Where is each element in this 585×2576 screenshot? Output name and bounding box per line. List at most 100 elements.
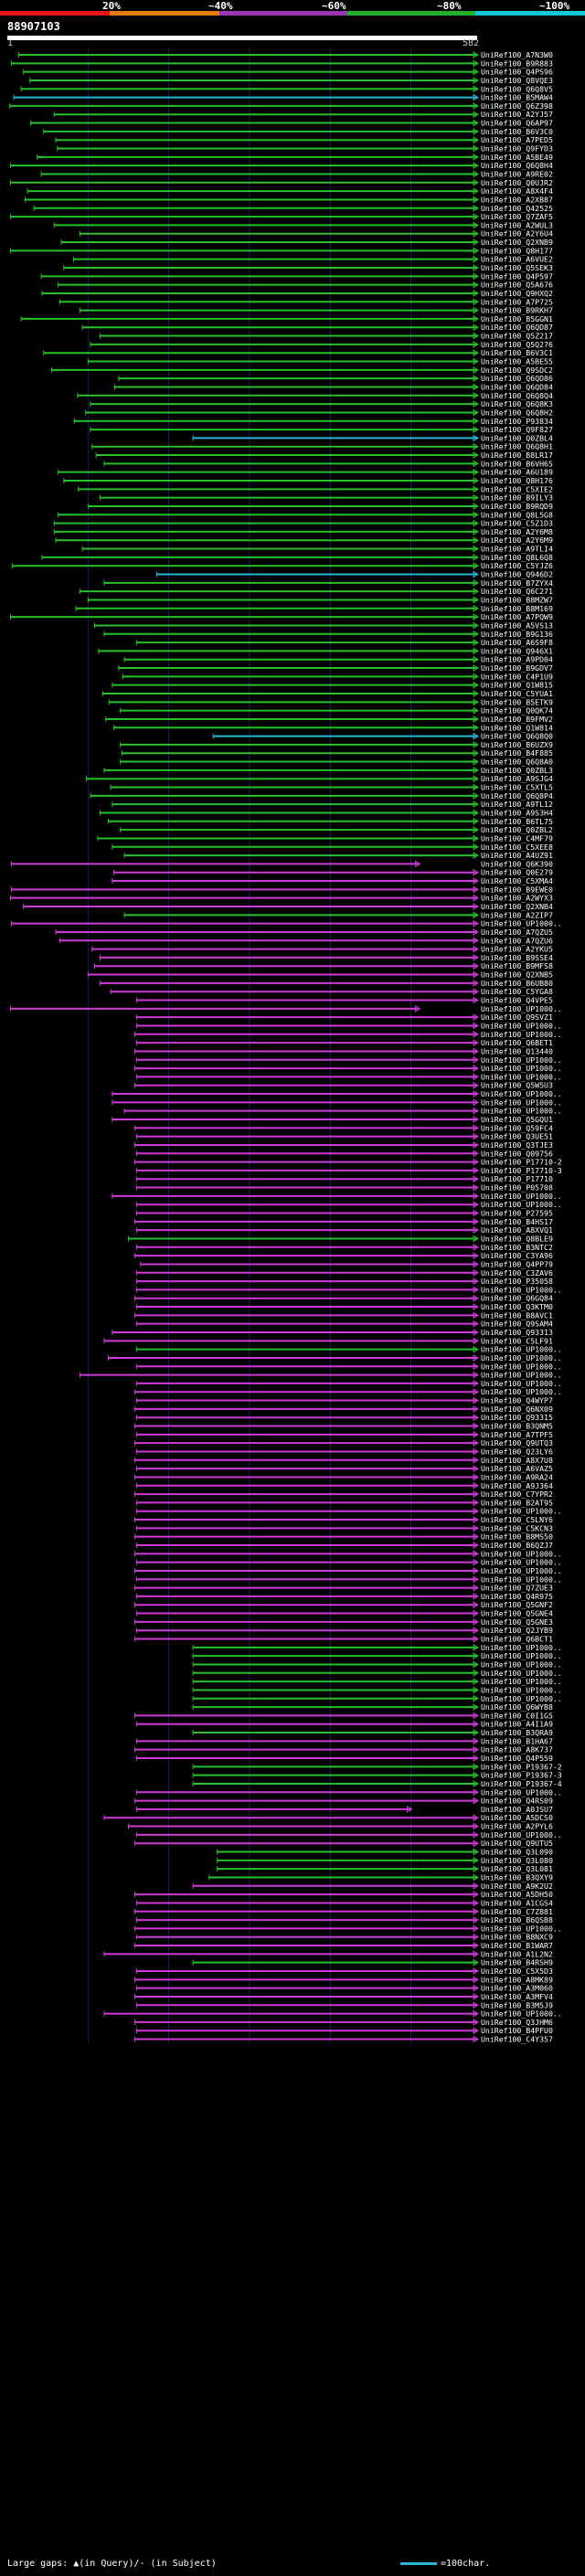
- hit-label[interactable]: UniRef100_A6VUE2: [481, 255, 553, 264]
- hit-label[interactable]: UniRef100_B4PFU0: [481, 2026, 553, 2035]
- hit-row[interactable]: UniRef100_P19367-2: [192, 1762, 562, 1771]
- hit-row[interactable]: UniRef100_Q9SVZ1: [135, 1012, 553, 1022]
- hit-row[interactable]: UniRef100_P19367-3: [192, 1771, 562, 1780]
- hit-label[interactable]: UniRef100_UP1000..: [481, 1643, 562, 1652]
- hit-row[interactable]: UniRef100_A6S9F8: [135, 638, 553, 647]
- hit-label[interactable]: UniRef100_UP1000..: [481, 1371, 562, 1380]
- hit-label[interactable]: UniRef100_B2AT95: [481, 1498, 553, 1507]
- hit-label[interactable]: UniRef100_Q3L081: [481, 1864, 553, 1873]
- hit-label[interactable]: UniRef100_B5MAW4: [481, 93, 553, 102]
- hit-row[interactable]: UniRef100_Q9F827: [90, 425, 553, 434]
- hit-label[interactable]: UniRef100_B5GGN1: [481, 314, 553, 323]
- hit-label[interactable]: UniRef100_A9K2U2: [481, 1882, 553, 1891]
- hit-label[interactable]: UniRef100_B9EWE0: [481, 885, 553, 894]
- hit-row[interactable]: UniRef100_UP1000..: [112, 1089, 562, 1098]
- hit-row[interactable]: UniRef100_Q6QD84: [113, 382, 553, 391]
- hit-row[interactable]: UniRef100_UP1000..: [135, 1574, 562, 1584]
- hit-row[interactable]: UniRef100_B6QZJ7: [135, 1541, 553, 1550]
- hit-row[interactable]: UniRef100_B8NXC9: [135, 1933, 553, 1942]
- hit-row[interactable]: UniRef100_A7PED5: [55, 135, 553, 144]
- hit-label[interactable]: UniRef100_Q6QD87: [481, 323, 553, 332]
- hit-row[interactable]: UniRef100_Q4VPE5: [135, 996, 553, 1005]
- hit-row[interactable]: UniRef100_A7PQW9: [10, 612, 553, 621]
- hit-label[interactable]: UniRef100_Q6K390: [481, 859, 553, 868]
- hit-row[interactable]: UniRef100_Q0ZBL2: [120, 825, 553, 834]
- hit-label[interactable]: UniRef100_Q4P559: [481, 1754, 553, 1763]
- hit-label[interactable]: UniRef100_B3QNM5: [481, 1422, 553, 1431]
- hit-row[interactable]: UniRef100_A6VUE2: [72, 255, 553, 264]
- hit-label[interactable]: UniRef100_Q4VPE5: [481, 996, 553, 1005]
- hit-label[interactable]: UniRef100_Q5GNE4: [481, 1609, 553, 1618]
- hit-label[interactable]: UniRef100_B9FMV2: [481, 715, 553, 724]
- hit-row[interactable]: UniRef100_A6U189: [58, 468, 553, 477]
- hit-row[interactable]: UniRef100_Q6GQ84: [134, 1294, 553, 1303]
- hit-row[interactable]: UniRef100_UP1000..: [134, 1064, 562, 1073]
- hit-label[interactable]: UniRef100_Q0QK74: [481, 706, 553, 716]
- hit-row[interactable]: UniRef100_A9RA24: [134, 1472, 553, 1481]
- hit-label[interactable]: UniRef100_A7PQW9: [481, 612, 553, 621]
- hit-row[interactable]: UniRef100_UP1000..: [192, 1659, 562, 1669]
- hit-label[interactable]: UniRef100_UP1000..: [481, 1107, 562, 1116]
- hit-label[interactable]: UniRef100_Q9HXQ2: [481, 289, 553, 298]
- hit-row[interactable]: UniRef100_UP1000..: [192, 1685, 562, 1694]
- hit-row[interactable]: UniRef100_A5BE55: [87, 357, 553, 366]
- hit-label[interactable]: UniRef100_UP1000..: [481, 1507, 562, 1516]
- hit-label[interactable]: UniRef100_C5Z1D3: [481, 519, 553, 528]
- hit-row[interactable]: UniRef100_B8MS50: [134, 1532, 553, 1542]
- hit-label[interactable]: UniRef100_A4UZ91: [481, 851, 553, 860]
- hit-row[interactable]: UniRef100_C4MF79: [97, 833, 553, 843]
- hit-label[interactable]: UniRef100_Q4PS96: [481, 68, 553, 77]
- hit-label[interactable]: UniRef100_Q0ZBL2: [481, 825, 553, 834]
- hit-row[interactable]: UniRef100_B8MZW7: [87, 595, 553, 604]
- hit-label[interactable]: UniRef100_A9SJG4: [481, 774, 553, 783]
- hit-row[interactable]: UniRef100_B9G136: [103, 630, 553, 639]
- hit-label[interactable]: UniRef100_Q7ZAF5: [481, 212, 553, 221]
- hit-label[interactable]: UniRef100_Q8BLE9: [481, 1234, 553, 1243]
- hit-label[interactable]: UniRef100_B6TL75: [481, 817, 553, 826]
- hit-row[interactable]: UniRef100_UP1000..: [135, 1345, 562, 1354]
- hit-row[interactable]: UniRef100_B9FMV2: [105, 715, 553, 724]
- hit-label[interactable]: UniRef100_B8NXC9: [481, 1933, 553, 1942]
- hit-row[interactable]: UniRef100_A2XB87: [24, 195, 553, 204]
- hit-row[interactable]: UniRef100_A4I1A9: [135, 1720, 553, 1729]
- hit-label[interactable]: UniRef100_Q0ZBL4: [481, 433, 553, 442]
- hit-row[interactable]: UniRef100_B8LR17: [95, 451, 553, 460]
- hit-row[interactable]: UniRef100_Q6BCT1: [134, 1635, 553, 1644]
- hit-row[interactable]: UniRef100_Q0UJR2: [10, 178, 553, 187]
- hit-row[interactable]: UniRef100_Q6Q8K3: [90, 399, 553, 408]
- hit-label[interactable]: UniRef100_UP1000..: [481, 1387, 562, 1396]
- hit-row[interactable]: UniRef100_C5Z1D3: [53, 519, 553, 528]
- hit-row[interactable]: UniRef100_C4Y357: [134, 2035, 553, 2044]
- hit-row[interactable]: UniRef100_Q9FYD3: [57, 144, 553, 154]
- hit-label[interactable]: UniRef100_Q6AP97: [481, 119, 553, 128]
- hit-label[interactable]: UniRef100_A2ZIP7: [481, 910, 553, 919]
- hit-label[interactable]: UniRef100_A4I1A9: [481, 1720, 553, 1729]
- hit-row[interactable]: UniRef100_Q6K390: [10, 859, 553, 868]
- hit-row[interactable]: UniRef100_C7YPR2: [134, 1489, 553, 1499]
- hit-row[interactable]: UniRef100_Q2XNB4: [23, 902, 553, 911]
- hit-label[interactable]: UniRef100_A5DH50: [481, 1890, 553, 1899]
- hit-label[interactable]: UniRef100_Q5SEK3: [481, 263, 553, 272]
- hit-label[interactable]: UniRef100_UP1000..: [481, 2009, 562, 2019]
- hit-label[interactable]: UniRef100_Q3L080: [481, 1856, 553, 1865]
- hit-label[interactable]: UniRef100_A7PED5: [481, 135, 553, 144]
- hit-row[interactable]: UniRef100_Q6BET1: [135, 1038, 553, 1047]
- hit-label[interactable]: UniRef100_C5YGA8: [481, 987, 553, 996]
- hit-label[interactable]: UniRef100_Q6Q8Q4: [481, 391, 553, 400]
- hit-label[interactable]: UniRef100_Q09756: [481, 1149, 553, 1158]
- hit-row[interactable]: UniRef100_Q5GNE4: [135, 1609, 553, 1618]
- hit-label[interactable]: UniRef100_Q8L5G8: [481, 510, 553, 519]
- hit-row[interactable]: UniRef100_C5XIE2: [78, 484, 553, 493]
- hit-row[interactable]: UniRef100_Q5GNF2: [134, 1600, 553, 1609]
- hit-label[interactable]: UniRef100_C7YPR2: [481, 1489, 553, 1499]
- hit-label[interactable]: UniRef100_UP1000..: [481, 1694, 562, 1703]
- hit-row[interactable]: UniRef100_UP1000..: [135, 1362, 562, 1371]
- hit-row[interactable]: UniRef100_Q7ZAF5: [10, 212, 553, 221]
- hit-row[interactable]: UniRef100_Q6Q8P4: [90, 791, 553, 800]
- hit-label[interactable]: UniRef100_Q42525: [481, 204, 553, 213]
- hit-label[interactable]: UniRef100_Q3TJE3: [481, 1140, 553, 1150]
- hit-row[interactable]: UniRef100_C0I1G5: [134, 1711, 553, 1720]
- hit-row[interactable]: UniRef100_UP1000..: [135, 1200, 562, 1209]
- hit-label[interactable]: UniRef100_Q9SDC2: [481, 366, 553, 375]
- hit-label[interactable]: UniRef100_B9RKH7: [481, 306, 553, 315]
